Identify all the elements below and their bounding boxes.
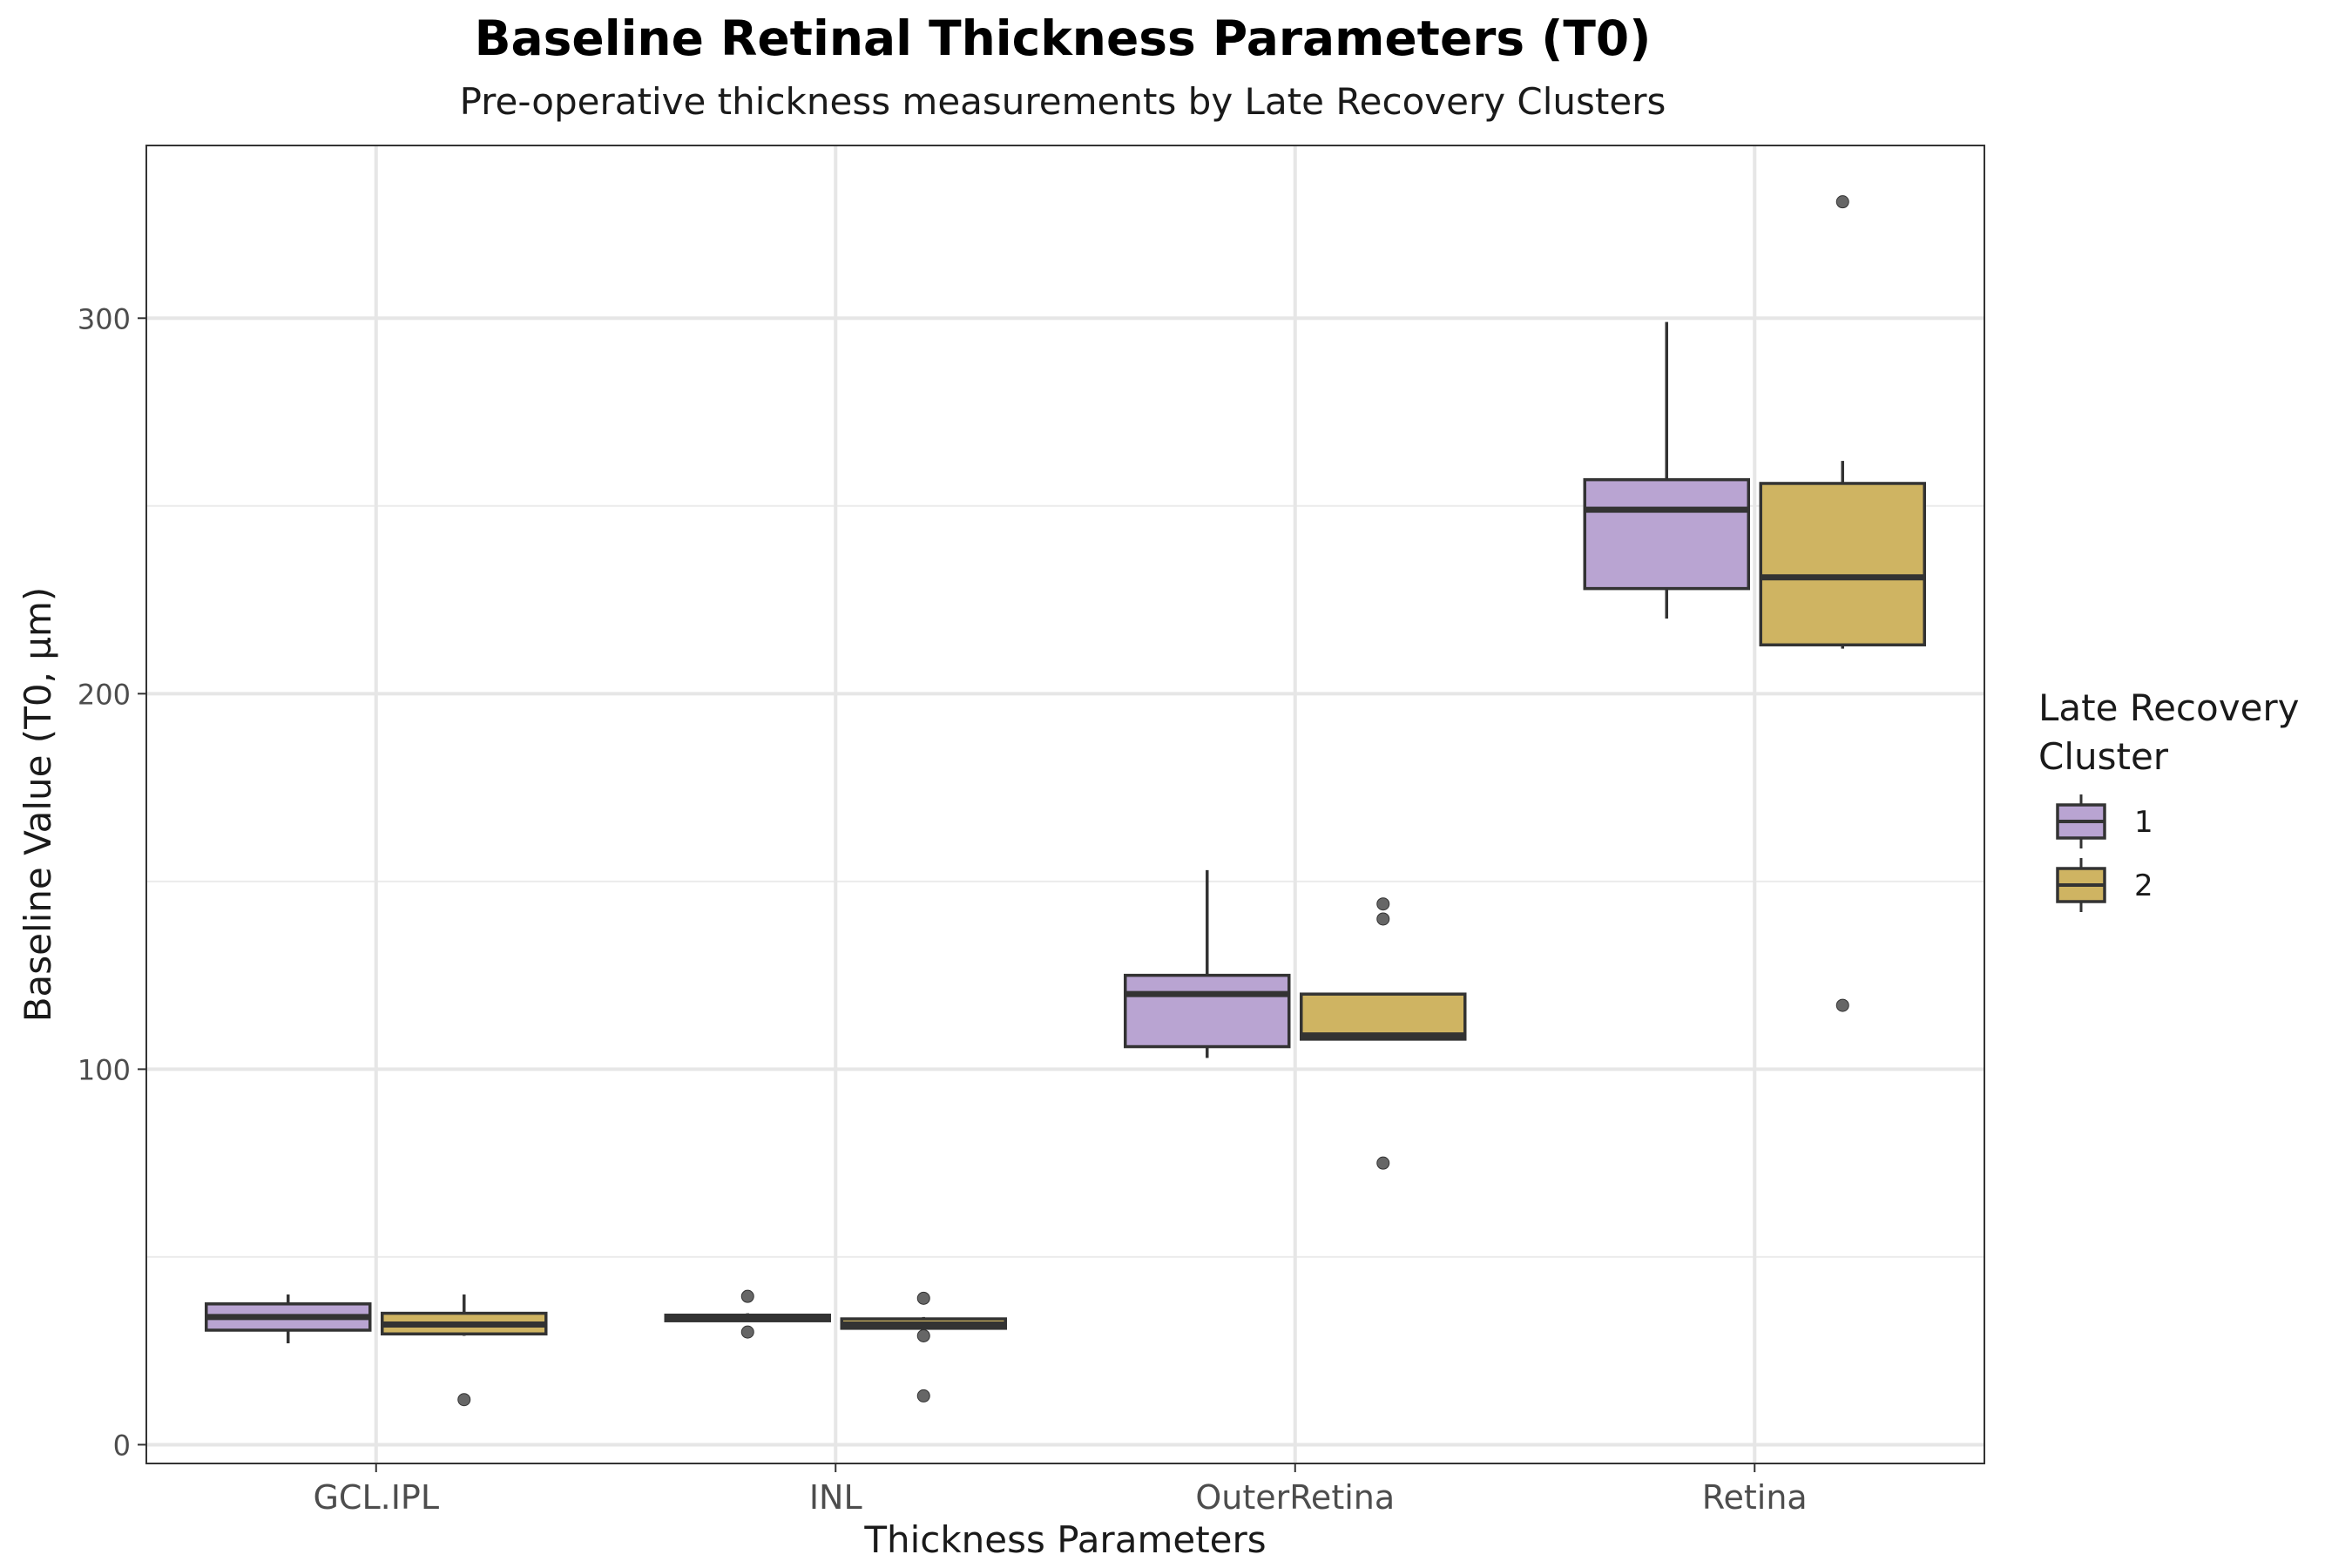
outlier-point — [1835, 998, 1849, 1012]
x-axis-title: Thickness Parameters — [863, 1518, 1266, 1561]
outlier-point — [916, 1389, 930, 1402]
outlier-point — [457, 1393, 471, 1407]
outlier-point — [740, 1325, 754, 1339]
outlier-point — [916, 1291, 930, 1305]
box-series-2-Retina — [1759, 482, 1926, 647]
x-tick-label: Retina — [1702, 1478, 1808, 1517]
legend-label-1: 1 — [2134, 805, 2153, 840]
chart-subtitle: Pre-operative thickness measurements by … — [459, 80, 1666, 123]
outlier-point — [1376, 897, 1390, 911]
x-tick-label: INL — [809, 1478, 862, 1517]
y-axis-title: Baseline Value (T0, µm) — [17, 587, 59, 1023]
x-tick-label: OuterRetina — [1195, 1478, 1395, 1517]
outlier-point — [740, 1289, 754, 1303]
legend-title: Late Recovery Cluster — [2038, 686, 2300, 778]
plot-panel — [146, 145, 1984, 1463]
y-tick-label: 0 — [113, 1429, 131, 1462]
y-tick-label: 200 — [78, 678, 131, 711]
y-tick-label: 300 — [78, 302, 131, 335]
box-series-2-OuterRetina — [1300, 992, 1467, 1041]
box-series-1-OuterRetina — [1124, 973, 1291, 1049]
outlier-point — [1835, 195, 1849, 209]
y-tick-label: 100 — [78, 1053, 131, 1086]
chart-title: Baseline Retinal Thickness Parameters (T… — [474, 10, 1652, 66]
x-tick-label: GCL.IPL — [313, 1478, 439, 1517]
legend-label-2: 2 — [2134, 868, 2153, 903]
outlier-point — [1376, 1156, 1390, 1170]
outlier-point — [1376, 912, 1390, 926]
outlier-point — [916, 1328, 930, 1342]
plot-border — [145, 145, 1985, 1464]
box-series-1-Retina — [1583, 477, 1750, 591]
